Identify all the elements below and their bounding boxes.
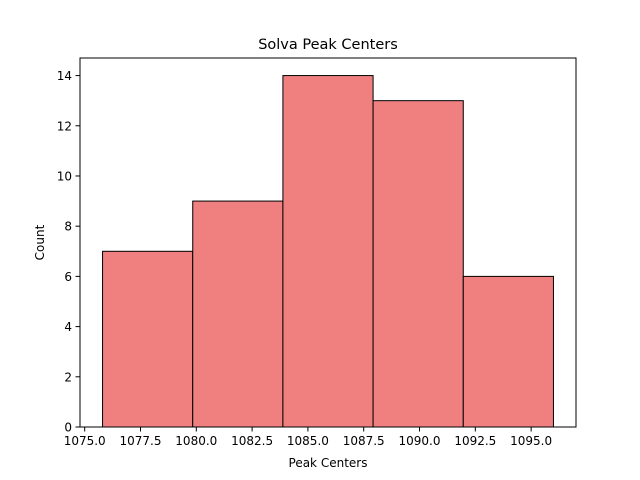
y-axis-title: Count <box>33 224 47 260</box>
histogram-bar-1 <box>192 200 284 428</box>
y-tick-label: 10 <box>57 169 72 183</box>
y-tick-label: 8 <box>64 220 72 234</box>
y-tick-label: 14 <box>57 69 72 83</box>
x-tick-label: 1082.5 <box>231 434 273 448</box>
x-tick-label: 1085.0 <box>287 434 329 448</box>
y-tick-label: 6 <box>64 270 72 284</box>
x-tick-label: 1080.0 <box>175 434 217 448</box>
x-tick-label: 1077.5 <box>119 434 161 448</box>
y-tick-label: 0 <box>64 421 72 435</box>
bars-layer <box>102 75 554 428</box>
x-tick-label: 1092.5 <box>454 434 496 448</box>
histogram-bar-0 <box>102 250 194 428</box>
histogram-bar-2 <box>282 75 374 428</box>
x-tick-label: 1087.5 <box>343 434 385 448</box>
y-tick-label: 4 <box>64 320 72 334</box>
y-tick-label: 12 <box>57 119 72 133</box>
x-tick-label: 1075.0 <box>64 434 106 448</box>
histogram-bar-4 <box>462 275 554 428</box>
x-tick-label: 1095.0 <box>510 434 552 448</box>
histogram-bar-3 <box>372 100 464 428</box>
x-axis-title: Peak Centers <box>289 456 368 470</box>
x-axis: 1075.0 1077.5 1080.0 1082.5 1085.0 1087.5 1090… <box>64 427 552 448</box>
x-tick-label: 1090.0 <box>399 434 441 448</box>
y-axis: 0 2 4 6 8 10 12 14 <box>57 69 80 435</box>
chart-title: Solva Peak Centers <box>258 37 398 53</box>
plot-frame <box>79 57 577 428</box>
y-tick-label: 2 <box>64 370 72 384</box>
